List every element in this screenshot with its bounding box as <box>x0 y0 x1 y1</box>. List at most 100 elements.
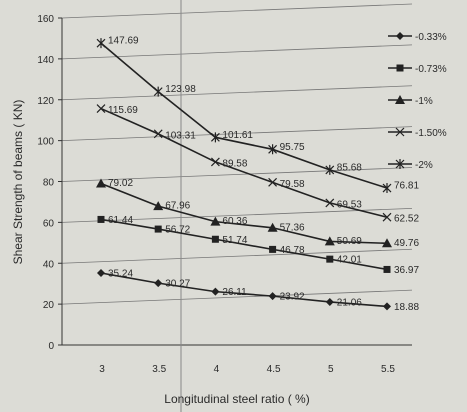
diamond-marker <box>325 297 334 306</box>
star-marker <box>268 144 278 155</box>
triangle-marker <box>382 238 392 248</box>
series-0.73%: 61.44 56.72 51.74 46.78 42.01 36.97 <box>97 215 419 276</box>
gridline <box>61 126 413 142</box>
data-label: 62.52 <box>394 214 419 225</box>
legend: -0.33% -0.73% -1% -1.50% -2% <box>388 32 447 171</box>
series-1.50%: 115.69 103.31 89.58 79.58 69.53 62.52 <box>96 104 419 225</box>
diamond-marker <box>211 287 220 296</box>
data-label: 51.74 <box>222 235 247 246</box>
legend-item: -0.33% <box>388 32 447 43</box>
data-label: 23.92 <box>280 292 305 303</box>
data-label: 79.58 <box>280 179 305 190</box>
data-label: 79.02 <box>108 178 133 189</box>
y-tick-label: 0 <box>48 341 54 352</box>
star-marker <box>96 38 106 49</box>
series-line <box>100 42 388 189</box>
y-tick-label: 100 <box>37 137 54 148</box>
data-label: 95.75 <box>280 142 305 153</box>
y-tick-label: 60 <box>43 218 55 229</box>
series-line <box>100 272 388 308</box>
y-axis-title: Shear Strength of beams ( KN) <box>11 100 25 265</box>
y-tick-label: 40 <box>43 259 55 270</box>
gridline <box>61 44 413 60</box>
gridline <box>61 3 413 19</box>
gridline <box>61 85 413 101</box>
series-line <box>100 218 388 271</box>
data-label: 50.69 <box>337 236 362 247</box>
y-tick-label: 140 <box>37 55 54 66</box>
data-label: 26.11 <box>222 287 247 298</box>
legend-item: -2% <box>388 159 433 171</box>
x-marker <box>210 157 220 167</box>
square-marker <box>326 255 334 263</box>
data-label: 35.24 <box>108 268 133 279</box>
x-marker <box>268 177 278 187</box>
square-marker <box>396 64 404 72</box>
y-tick-label: 120 <box>37 96 54 107</box>
data-label: 103.31 <box>165 130 196 141</box>
y-tick-label: 20 <box>43 300 55 311</box>
data-label: 69.53 <box>337 199 362 210</box>
square-marker <box>154 225 162 233</box>
diamond-marker <box>383 302 391 311</box>
y-tick-label: 160 <box>37 14 54 25</box>
x-marker <box>395 127 405 137</box>
legend-label: -1.50% <box>415 128 447 139</box>
data-label: 115.69 <box>108 105 138 116</box>
triangle-marker <box>96 178 106 188</box>
star-marker <box>395 159 405 169</box>
x-tick-label: 3.5 <box>152 364 166 375</box>
data-label: 67.96 <box>165 201 190 212</box>
gridline <box>61 207 413 223</box>
x-axis-title: Longitudinal steel ratio ( %) <box>164 392 309 406</box>
series-line <box>100 107 388 219</box>
series-0.33%: 35.24 30.27 26.11 23.92 21.06 18.88 <box>97 268 419 313</box>
data-label: 61.44 <box>108 215 133 226</box>
data-label: 30.27 <box>165 279 190 290</box>
data-label: 89.58 <box>222 158 247 169</box>
diamond-marker <box>97 268 105 277</box>
legend-label: -1% <box>415 96 433 107</box>
diamond-marker <box>154 279 163 288</box>
data-label: 49.76 <box>394 238 419 249</box>
y-tick-labels: 0 20 40 60 80 100 120 140 160 <box>37 14 62 352</box>
data-label: 57.36 <box>280 222 305 233</box>
data-label: 147.69 <box>108 36 139 47</box>
data-label: 46.78 <box>280 245 305 256</box>
square-marker <box>269 245 277 253</box>
triangle-marker <box>324 236 335 246</box>
series-line <box>100 182 388 245</box>
x-tick-label: 5.5 <box>381 364 395 375</box>
data-label: 85.68 <box>337 162 362 173</box>
x-tick-labels: 3 3.5 4 4.5 5 5.5 <box>99 364 395 375</box>
x-tick-label: 3 <box>99 364 105 375</box>
series-2%: 147.69 123.98 101.61 95.75 85.68 76.81 <box>96 36 419 194</box>
gridlines <box>61 3 413 305</box>
triangle-marker <box>153 201 164 211</box>
data-label: 42.01 <box>337 255 362 266</box>
square-marker <box>97 215 105 223</box>
gridline <box>61 167 413 182</box>
series-1%: 79.02 67.96 60.36 57.36 50.69 49.76 <box>96 178 419 249</box>
x-tick-label: 4 <box>214 364 220 375</box>
data-label: 21.06 <box>337 297 362 308</box>
data-label: 123.98 <box>165 84 196 95</box>
gridline <box>61 289 413 305</box>
triangle-marker <box>267 222 278 232</box>
x-tick-label: 4.5 <box>267 364 281 375</box>
triangle-marker <box>395 95 405 104</box>
star-marker <box>210 132 220 143</box>
x-marker <box>382 212 392 222</box>
star-marker <box>382 183 392 194</box>
data-label: 36.97 <box>394 265 419 276</box>
square-marker <box>383 265 391 273</box>
y-tick-label: 80 <box>43 178 55 189</box>
square-marker <box>211 235 219 243</box>
data-label: 56.72 <box>165 225 190 236</box>
x-marker <box>153 129 163 139</box>
diamond-marker <box>396 32 404 40</box>
data-label: 60.36 <box>222 216 247 227</box>
